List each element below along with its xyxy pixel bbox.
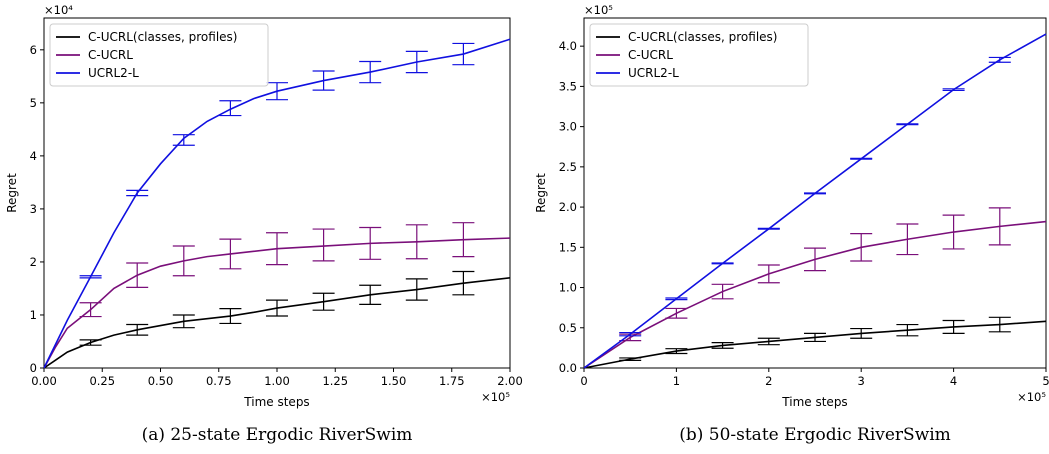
x-tick-label-b: 2: [765, 374, 772, 388]
chart-a: C-UCRL(classes, profiles) C-UCRL UCRL2-L ×…: [5, 3, 523, 445]
x-tick-label-a: 1.50: [381, 374, 407, 388]
legend-label-b-2: UCRL2-L: [628, 66, 679, 80]
legend-label-b-0: C-UCRL(classes, profiles): [628, 30, 777, 44]
legend-a: C-UCRL(classes, profiles) C-UCRL UCRL2-L: [50, 24, 268, 86]
y-tick-label-b: 1.5: [559, 240, 577, 254]
y-tick-label-b: 3.0: [559, 120, 577, 134]
y-tick-label-b: 0.5: [559, 321, 577, 335]
caption-b: (b) 50-state Ergodic RiverSwim: [679, 425, 951, 445]
x-tick-label-b: 3: [858, 374, 865, 388]
y-tick-label-b: 1.0: [559, 281, 577, 295]
x-axis-label-b: Time steps: [781, 395, 847, 409]
y-tick-label-a: 1: [30, 308, 37, 322]
y-tick-label-b: 2.0: [559, 200, 577, 214]
legend-label-a-0: C-UCRL(classes, profiles): [88, 30, 237, 44]
legend-label-a-1: C-UCRL: [88, 48, 133, 62]
y-axis-label-b: Regret: [534, 173, 548, 213]
legend-label-a-2: UCRL2-L: [88, 66, 139, 80]
caption-a: (a) 25-state Ergodic RiverSwim: [142, 425, 413, 445]
x-tick-label-a: 0.00: [31, 374, 57, 388]
legend-b: C-UCRL(classes, profiles) C-UCRL UCRL2-L: [590, 24, 808, 86]
x-tick-label-a: 0.75: [206, 374, 232, 388]
y-tick-label-a: 4: [30, 149, 37, 163]
x-tick-label-a: 1.00: [264, 374, 290, 388]
y-tick-label-a: 6: [30, 43, 37, 57]
y-tick-label-a: 2: [30, 255, 37, 269]
y-multiplier-label-b: ×10⁵: [584, 3, 613, 17]
y-tick-label-b: 2.5: [559, 160, 577, 174]
x-multiplier-label-a: ×10⁵: [481, 390, 510, 404]
x-tick-label-a: 0.25: [89, 374, 115, 388]
x-tick-label-b: 0: [580, 374, 587, 388]
x-tick-label-b: 5: [1042, 374, 1049, 388]
legend-label-b-1: C-UCRL: [628, 48, 673, 62]
y-tick-label-b: 0.0: [559, 361, 577, 375]
x-tick-label-a: 0.50: [148, 374, 174, 388]
y-multiplier-label-a: ×10⁴: [44, 3, 73, 17]
y-tick-label-a: 0: [30, 361, 37, 375]
y-tick-label-a: 3: [30, 202, 37, 216]
x-tick-label-a: 2.00: [497, 374, 523, 388]
x-axis-label-a: Time steps: [243, 395, 309, 409]
chart-b: C-UCRL(classes, profiles) C-UCRL UCRL2-L ×…: [534, 3, 1049, 445]
y-axis-label-a: Regret: [5, 173, 19, 213]
x-tick-label-b: 1: [673, 374, 680, 388]
y-tick-label-b: 4.0: [559, 39, 577, 53]
y-tick-label-a: 5: [30, 96, 37, 110]
y-tick-label-b: 3.5: [559, 79, 577, 93]
x-multiplier-label-b: ×10⁵: [1017, 390, 1046, 404]
x-tick-label-b: 4: [950, 374, 957, 388]
x-tick-label-a: 1.75: [439, 374, 465, 388]
x-tick-label-a: 1.25: [322, 374, 348, 388]
